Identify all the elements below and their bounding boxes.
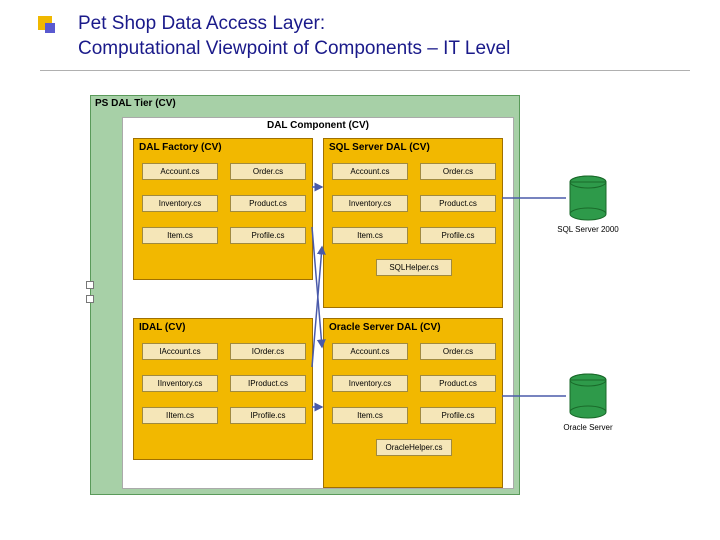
- file-box: Inventory.cs: [142, 195, 218, 212]
- file-box: Profile.cs: [230, 227, 306, 244]
- title-bullet-icon: [38, 16, 56, 34]
- dal-factory-label: DAL Factory (CV): [134, 139, 312, 156]
- file-box: Profile.cs: [420, 407, 496, 424]
- tier-label: PS DAL Tier (CV): [95, 98, 176, 109]
- title-underline: [40, 70, 690, 71]
- file-box: OracleHelper.cs: [376, 439, 452, 456]
- title-line-2: Computational Viewpoint of Components – …: [78, 38, 510, 59]
- file-box: IProfile.cs: [230, 407, 306, 424]
- dal-component-label: DAL Component (CV): [123, 118, 513, 133]
- file-box: Order.cs: [420, 343, 496, 360]
- file-box: Item.cs: [142, 227, 218, 244]
- oracle-server-dal-box: Oracle Server DAL (CV) Account.cs Order.…: [323, 318, 503, 488]
- interface-notch: [86, 295, 94, 303]
- file-box: IInventory.cs: [142, 375, 218, 392]
- file-box: Item.cs: [332, 407, 408, 424]
- file-box: Order.cs: [230, 163, 306, 180]
- file-box: Product.cs: [420, 195, 496, 212]
- file-box: IProduct.cs: [230, 375, 306, 392]
- file-box: Account.cs: [332, 163, 408, 180]
- sql-dal-label: SQL Server DAL (CV): [324, 139, 502, 156]
- sql-server-database-icon: [568, 175, 608, 221]
- dal-component-box: DAL Component (CV) DAL Factory (CV) Acco…: [122, 117, 514, 489]
- idal-box: IDAL (CV) IAccount.cs IOrder.cs IInvento…: [133, 318, 313, 460]
- title-line-1: Pet Shop Data Access Layer:: [78, 13, 325, 34]
- dal-factory-box: DAL Factory (CV) Account.cs Order.cs Inv…: [133, 138, 313, 280]
- sql-server-label: SQL Server 2000: [553, 225, 623, 234]
- file-box: Order.cs: [420, 163, 496, 180]
- file-box: Account.cs: [332, 343, 408, 360]
- file-box: IOrder.cs: [230, 343, 306, 360]
- file-box: Account.cs: [142, 163, 218, 180]
- file-box: SQLHelper.cs: [376, 259, 452, 276]
- file-box: Item.cs: [332, 227, 408, 244]
- file-box: Product.cs: [420, 375, 496, 392]
- sql-server-dal-box: SQL Server DAL (CV) Account.cs Order.cs …: [323, 138, 503, 308]
- interface-notch: [86, 281, 94, 289]
- file-box: Profile.cs: [420, 227, 496, 244]
- file-box: IItem.cs: [142, 407, 218, 424]
- slide-title-area: Pet Shop Data Access Layer: Computationa…: [40, 12, 700, 61]
- slide-title: Pet Shop Data Access Layer: Computationa…: [78, 12, 700, 61]
- file-box: Inventory.cs: [332, 375, 408, 392]
- oracle-dal-label: Oracle Server DAL (CV): [324, 319, 502, 336]
- oracle-server-database-icon: [568, 373, 608, 419]
- architecture-diagram: PS DAL Tier (CV) DAL Component (CV) DAL …: [90, 95, 660, 505]
- oracle-server-label: Oracle Server: [553, 423, 623, 432]
- file-box: Inventory.cs: [332, 195, 408, 212]
- file-box: IAccount.cs: [142, 343, 218, 360]
- file-box: Product.cs: [230, 195, 306, 212]
- idal-label: IDAL (CV): [134, 319, 312, 336]
